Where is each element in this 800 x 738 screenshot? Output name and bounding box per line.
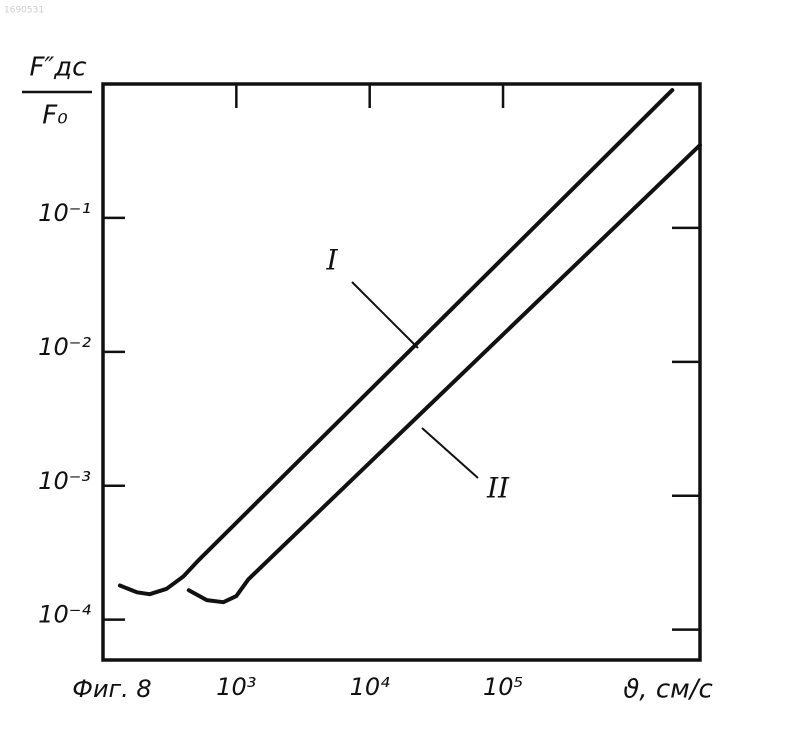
y-tick-label: 10⁻³ xyxy=(38,467,91,495)
x-tick-label: 10³ xyxy=(216,673,256,701)
x-tick-label: 10⁵ xyxy=(483,673,523,701)
y-tick-label: 10⁻⁴ xyxy=(38,601,91,629)
figure-number: 1690531 xyxy=(4,6,44,16)
series-label: I xyxy=(325,244,338,277)
chart: 1690531 F″дс F₀ Фиг. 8 ϑ, см/с 10⁻¹ 10⁻² 1… xyxy=(0,0,800,738)
x-tick-label: 10⁴ xyxy=(350,673,391,701)
curve xyxy=(189,145,700,602)
y-tick-label: 10⁻¹ xyxy=(38,199,91,227)
y-label-bottom: F₀ xyxy=(42,101,68,131)
series-label: II xyxy=(486,472,510,505)
y-tick-label: 10⁻² xyxy=(38,333,91,361)
curve xyxy=(120,90,672,594)
plot-frame xyxy=(103,84,700,660)
leader-line xyxy=(352,282,418,348)
x-axis-label: ϑ, см/с xyxy=(623,675,713,705)
leader-line xyxy=(422,428,478,478)
caption: Фиг. 8 xyxy=(72,675,151,703)
y-label-top: F″дс xyxy=(30,53,87,83)
